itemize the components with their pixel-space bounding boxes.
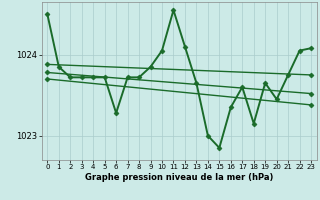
X-axis label: Graphe pression niveau de la mer (hPa): Graphe pression niveau de la mer (hPa) [85, 173, 273, 182]
